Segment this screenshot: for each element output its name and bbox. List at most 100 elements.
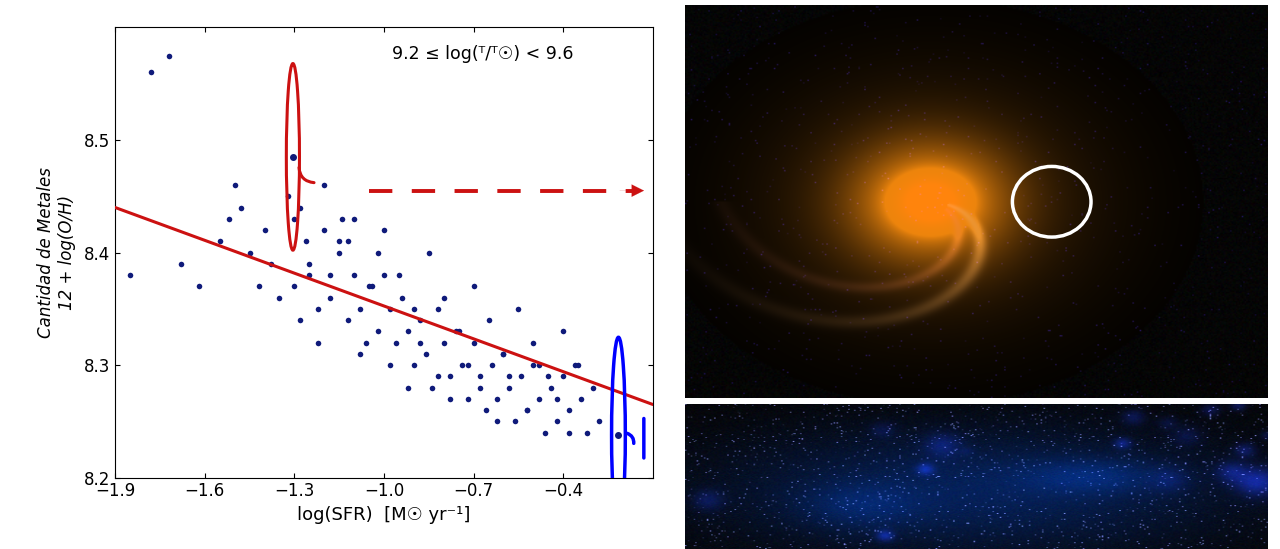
Point — [224, 181, 244, 189]
Point — [499, 372, 520, 380]
Point — [470, 383, 490, 392]
Point — [308, 304, 329, 313]
Y-axis label: Cantidad de Metales
12 + log(O/H): Cantidad de Metales 12 + log(O/H) — [37, 167, 76, 338]
Point — [358, 282, 379, 290]
Point — [300, 259, 320, 268]
Point — [367, 327, 388, 335]
Point — [547, 394, 567, 403]
Point — [559, 428, 580, 437]
Point — [374, 226, 394, 234]
Point — [356, 338, 376, 347]
Point — [463, 282, 484, 290]
Point — [488, 394, 508, 403]
Point — [529, 361, 549, 369]
Point — [219, 214, 239, 223]
Point — [320, 271, 340, 279]
Point — [344, 271, 365, 279]
Point — [529, 394, 549, 403]
Point — [403, 361, 424, 369]
Point — [141, 68, 161, 77]
Point — [508, 304, 529, 313]
Point — [210, 237, 230, 245]
Point — [481, 361, 502, 369]
Point — [493, 349, 513, 358]
Point — [338, 316, 358, 324]
Point — [553, 327, 573, 335]
Point — [291, 316, 311, 324]
Point — [428, 304, 448, 313]
Point — [479, 316, 499, 324]
Point — [463, 338, 484, 347]
Point — [403, 304, 424, 313]
Point — [284, 214, 305, 223]
Point — [457, 361, 477, 369]
Point — [314, 226, 334, 234]
Point — [255, 226, 275, 234]
Point — [308, 338, 329, 347]
Point — [448, 327, 468, 335]
Point — [493, 349, 513, 358]
Point — [392, 293, 412, 302]
Point — [524, 361, 544, 369]
Point — [541, 383, 562, 392]
Point — [230, 203, 251, 212]
Point — [553, 372, 573, 380]
Point — [452, 361, 472, 369]
Point — [568, 361, 589, 369]
Point — [291, 203, 311, 212]
Point — [239, 248, 260, 257]
Point — [349, 349, 370, 358]
X-axis label: log(SFR)  [M☉ yr⁻¹]: log(SFR) [M☉ yr⁻¹] — [297, 506, 471, 524]
Point — [329, 248, 349, 257]
Point — [416, 349, 436, 358]
Point — [398, 327, 419, 335]
Point — [248, 282, 269, 290]
Point — [332, 214, 352, 223]
Point — [269, 293, 289, 302]
Point — [538, 372, 558, 380]
Point — [571, 394, 591, 403]
Point — [559, 406, 580, 414]
Text: 9.2 ≤ log(ᵀ/ᵀ☉) < 9.6: 9.2 ≤ log(ᵀ/ᵀ☉) < 9.6 — [392, 46, 573, 64]
Point — [362, 282, 383, 290]
Point — [524, 338, 544, 347]
Point — [439, 372, 460, 380]
Point — [120, 271, 141, 279]
Point — [329, 237, 349, 245]
Point — [419, 248, 439, 257]
Point — [410, 316, 430, 324]
Point — [338, 237, 358, 245]
Point — [475, 406, 495, 414]
Point — [389, 271, 410, 279]
Point — [320, 293, 340, 302]
Point — [380, 304, 401, 313]
Point — [374, 271, 394, 279]
Point — [410, 338, 430, 347]
Point — [296, 237, 316, 245]
Point — [582, 383, 603, 392]
Point — [457, 394, 477, 403]
Point — [349, 304, 370, 313]
Point — [344, 214, 365, 223]
Point — [170, 259, 191, 268]
Point — [428, 372, 448, 380]
Point — [470, 372, 490, 380]
Point — [535, 428, 556, 437]
Point — [488, 417, 508, 425]
Point — [589, 417, 609, 425]
Point — [517, 406, 538, 414]
Point — [188, 282, 209, 290]
Point — [439, 394, 460, 403]
Point — [517, 406, 538, 414]
Point — [380, 361, 401, 369]
Point — [511, 372, 531, 380]
Point — [434, 293, 454, 302]
Point — [421, 383, 442, 392]
Point — [445, 327, 466, 335]
Point — [314, 181, 334, 189]
Point — [260, 259, 280, 268]
Point — [398, 383, 419, 392]
Point — [434, 338, 454, 347]
Point — [300, 271, 320, 279]
Point — [284, 282, 305, 290]
